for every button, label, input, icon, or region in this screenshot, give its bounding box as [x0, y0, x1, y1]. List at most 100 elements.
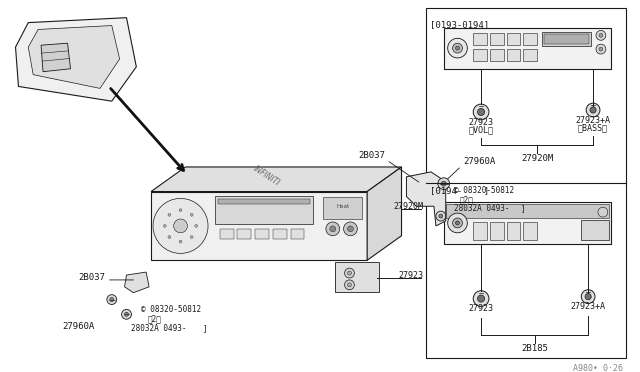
Bar [524, 49, 537, 61]
Bar [444, 28, 611, 69]
Text: 27920M: 27920M [393, 202, 423, 211]
Circle shape [168, 213, 171, 216]
Text: ]: ] [520, 204, 525, 213]
Circle shape [163, 224, 166, 227]
Text: 27923+A: 27923+A [571, 302, 605, 311]
Bar [581, 220, 609, 240]
Bar [524, 33, 537, 45]
Polygon shape [15, 18, 136, 101]
Bar [473, 49, 487, 61]
Bar [426, 8, 627, 357]
Text: [0194-    ]: [0194- ] [430, 187, 489, 196]
Circle shape [599, 47, 603, 51]
Bar [218, 199, 310, 204]
Circle shape [598, 207, 608, 217]
Circle shape [344, 280, 355, 290]
Bar [507, 222, 520, 240]
Bar [335, 262, 379, 292]
Circle shape [173, 219, 188, 233]
Circle shape [436, 211, 445, 221]
Bar [445, 204, 609, 218]
Text: 28032A 0493-: 28032A 0493- [454, 204, 509, 213]
Bar [544, 34, 589, 44]
Bar [490, 49, 504, 61]
Text: 2B037: 2B037 [78, 273, 105, 282]
Text: （VOL）: （VOL） [468, 126, 493, 135]
Circle shape [452, 43, 463, 53]
Text: 27923: 27923 [468, 118, 493, 127]
Bar [273, 229, 287, 239]
Bar [220, 229, 234, 239]
Bar [490, 222, 504, 240]
Circle shape [581, 290, 595, 304]
Circle shape [190, 213, 193, 216]
Bar [444, 202, 611, 244]
Text: （BASS）: （BASS） [578, 124, 608, 133]
Circle shape [438, 178, 450, 190]
Circle shape [448, 38, 467, 58]
Circle shape [344, 222, 357, 236]
Text: 27923+A: 27923+A [575, 116, 611, 125]
Circle shape [596, 31, 606, 40]
Bar [473, 33, 487, 45]
Bar [490, 33, 504, 45]
Text: © 08320-50812: © 08320-50812 [141, 305, 202, 314]
Polygon shape [41, 43, 70, 72]
Bar [255, 229, 269, 239]
Circle shape [585, 294, 591, 300]
Bar [323, 198, 362, 219]
Circle shape [344, 268, 355, 278]
Text: 27960A: 27960A [463, 157, 495, 166]
Text: 27960A: 27960A [62, 322, 94, 331]
Circle shape [452, 218, 463, 228]
Text: © 08320-50812: © 08320-50812 [454, 186, 514, 196]
Circle shape [122, 310, 131, 319]
Polygon shape [151, 192, 367, 260]
Circle shape [153, 198, 208, 253]
Circle shape [473, 104, 489, 120]
Bar [215, 196, 313, 224]
Bar [507, 33, 520, 45]
Circle shape [477, 295, 484, 302]
Circle shape [473, 291, 489, 307]
Text: Heat: Heat [336, 204, 349, 209]
Text: 27923: 27923 [398, 271, 423, 280]
Text: （2）: （2） [147, 314, 161, 323]
Bar [291, 229, 304, 239]
Text: 2B185: 2B185 [521, 344, 548, 353]
Circle shape [599, 33, 603, 37]
Circle shape [195, 224, 198, 227]
Circle shape [590, 107, 596, 113]
Circle shape [456, 46, 460, 50]
Circle shape [330, 226, 336, 232]
Bar [524, 222, 537, 240]
Text: ]: ] [203, 324, 208, 333]
Circle shape [107, 295, 116, 305]
Circle shape [596, 44, 606, 54]
Polygon shape [151, 167, 401, 192]
Circle shape [125, 312, 129, 316]
Circle shape [448, 213, 467, 233]
Circle shape [190, 235, 193, 238]
Bar [542, 32, 591, 46]
Circle shape [348, 283, 351, 287]
Text: 2B037: 2B037 [358, 151, 385, 160]
Circle shape [477, 108, 484, 116]
Text: （2）: （2） [460, 195, 474, 204]
Bar [473, 222, 487, 240]
Circle shape [110, 298, 114, 302]
Circle shape [348, 226, 353, 232]
Circle shape [179, 240, 182, 243]
Text: 27923: 27923 [468, 304, 493, 313]
Bar [237, 229, 252, 239]
Text: [0193-0194]: [0193-0194] [430, 20, 489, 29]
Circle shape [586, 103, 600, 117]
Text: INFINITI: INFINITI [252, 164, 282, 188]
Circle shape [456, 221, 460, 225]
Circle shape [348, 271, 351, 275]
Polygon shape [367, 167, 401, 260]
Circle shape [326, 222, 340, 236]
Text: 28032A 0493-: 28032A 0493- [131, 324, 187, 333]
Circle shape [442, 181, 446, 186]
Bar [507, 49, 520, 61]
